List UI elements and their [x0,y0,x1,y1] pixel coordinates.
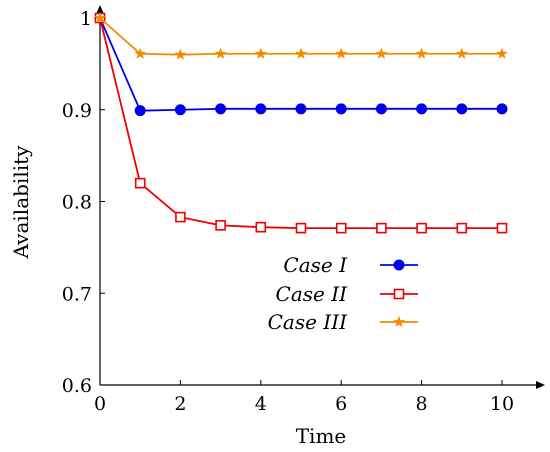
x-tick-label: 0 [94,393,106,415]
x-tick-label: 4 [255,393,267,415]
series-3-point [415,47,428,59]
series-3-point [496,47,508,59]
y-axis-arrow [96,5,104,14]
series-2-point [295,222,307,234]
series-3-point [214,47,227,59]
series-3-point [335,47,348,59]
series-2-point [416,222,427,234]
series-3-point [254,47,267,59]
series-2-point [456,222,468,234]
series-1-point [416,103,428,115]
series-layer [94,11,508,234]
series-3-point [174,48,187,60]
series-2-point [496,222,508,234]
series-1 [94,12,508,117]
y-tick-label: 0.6 [62,375,92,397]
series-1-point [134,105,146,117]
legend-label: Case III [268,310,348,334]
series-2-point [255,221,267,233]
series-3 [94,11,508,60]
x-tick-label: 10 [490,393,514,415]
y-tick-label: 0.8 [62,192,92,214]
x-axis-title: Time [296,424,347,448]
series-3-point [134,47,147,59]
x-tick-label: 8 [416,393,428,415]
series-1-point [456,103,468,115]
series-1-point [215,103,227,115]
series-1-line [99,17,502,112]
x-tick-label: 6 [335,393,347,415]
series-1-point [496,103,508,115]
series-1-point [335,103,347,115]
series-1-point [255,103,267,115]
series-3-point [295,47,307,59]
series-1-point [375,103,387,115]
series-2-point [376,222,387,234]
series-2-point [175,211,186,223]
axes [96,5,545,389]
x-axis-arrow [536,381,545,389]
series-2-point [335,222,347,234]
series-3-point [375,47,388,59]
y-tick-label: 1 [80,8,92,30]
legend-label: Case I [283,253,348,277]
legend-label: Case II [276,282,349,306]
legend: Case I Case II Case III [268,253,418,334]
series-2 [94,12,508,234]
series-1-point [295,103,307,115]
series-3-point [94,11,106,24]
series-1-point [174,104,186,116]
y-tick-label: 0.7 [62,283,92,305]
y-tick-label: 0.9 [62,100,92,122]
legend-marker [393,259,405,271]
y-axis-title: Availability [9,145,33,260]
legend-marker [393,315,405,328]
series-2-point [134,177,146,189]
series-2-point [215,220,226,231]
series-3-point [455,47,468,59]
ticks: 0 2 4 6 8 10 0.6 0.7 0.8 0.9 1 [62,8,514,415]
legend-marker [393,288,405,300]
x-tick-label: 2 [174,393,186,415]
